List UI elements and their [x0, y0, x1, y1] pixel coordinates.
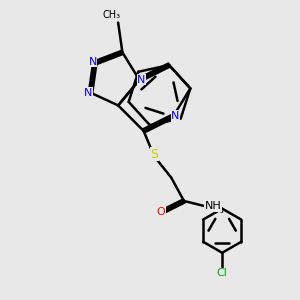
Text: S: S	[150, 148, 158, 161]
Text: N: N	[84, 88, 93, 98]
Text: Cl: Cl	[217, 268, 228, 278]
Text: N: N	[137, 75, 146, 85]
Text: N: N	[171, 111, 180, 121]
Text: CH₃: CH₃	[103, 10, 121, 20]
Text: O: O	[156, 207, 165, 217]
Text: N: N	[88, 57, 97, 67]
Text: NH: NH	[205, 201, 221, 211]
